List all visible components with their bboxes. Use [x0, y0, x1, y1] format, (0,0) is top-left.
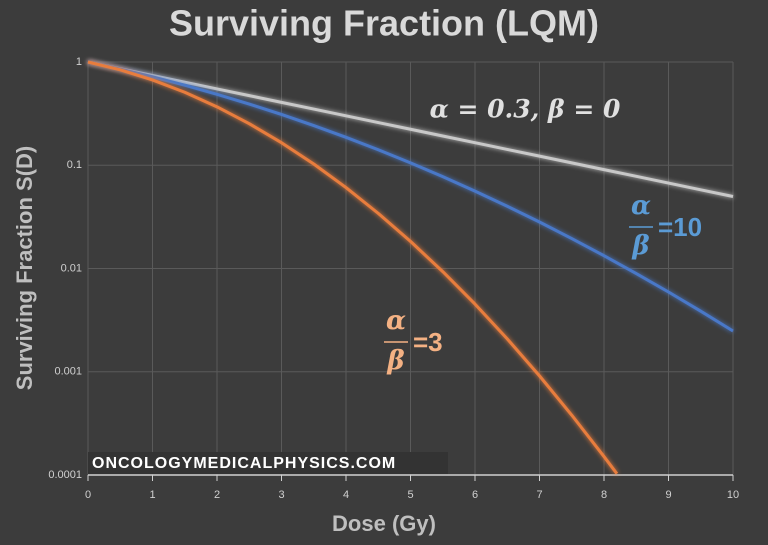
x-tick-label: 7 [536, 489, 542, 501]
x-tick-label: 3 [278, 489, 284, 501]
series-label: =3 [413, 327, 443, 357]
x-tick-label: 0 [85, 489, 91, 501]
x-tick-label: 10 [727, 489, 739, 501]
series-label-numerator: α [386, 306, 406, 336]
watermark: ONCOLOGYMEDICALPHYSICS.COM [92, 455, 396, 472]
y-tick-label: 0.1 [67, 159, 82, 171]
series-line [87, 60, 734, 333]
y-tick-label: 0.01 [61, 262, 82, 274]
y-tick-label: 0.001 [54, 366, 82, 378]
y-tick-label: 1 [76, 56, 82, 68]
series-label-denominator: β [386, 346, 404, 376]
x-tick-label: 8 [601, 489, 607, 501]
series-label: =10 [658, 212, 702, 242]
x-tick-label: 4 [343, 489, 349, 501]
series-label-denominator: β [631, 231, 649, 261]
series-label-numerator: α [631, 191, 651, 221]
x-tick-label: 1 [149, 489, 155, 501]
x-tick-label: 6 [472, 489, 478, 501]
series-line [87, 60, 734, 198]
y-tick-label: 0.0001 [48, 469, 82, 481]
y-axis-label: Surviving Fraction S(D) [12, 146, 37, 390]
chart-title: Surviving Fraction (LQM) [169, 3, 599, 44]
series-line [87, 60, 619, 475]
x-tick-label: 9 [665, 489, 671, 501]
series-label: α = 0.3, β = 0 [430, 95, 621, 124]
x-tick-label: 5 [407, 489, 413, 501]
watermark-bg [88, 452, 448, 474]
x-axis-label: Dose (Gy) [332, 511, 436, 536]
x-tick-label: 2 [214, 489, 220, 501]
